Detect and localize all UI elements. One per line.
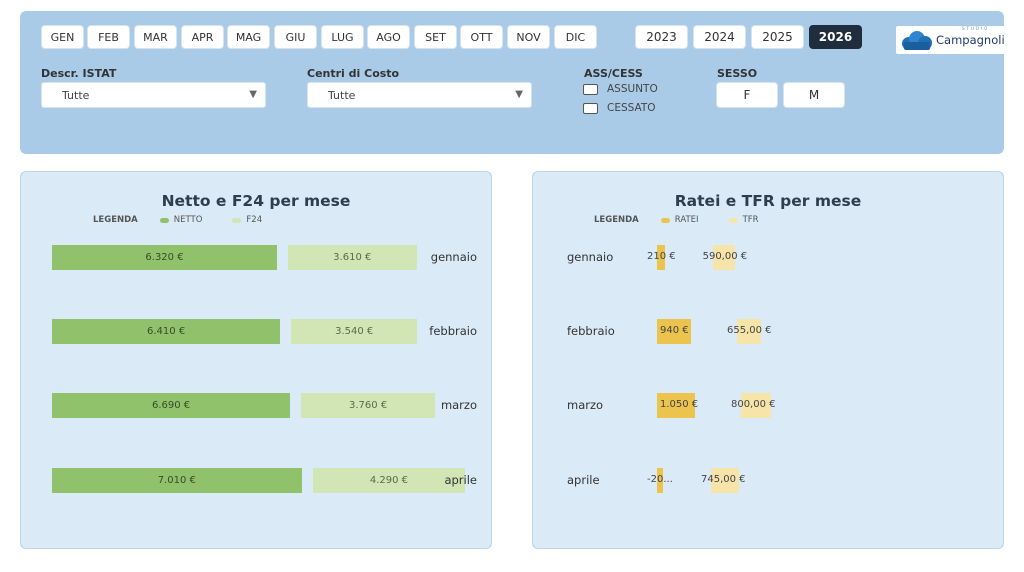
chart-title: Netto e F24 per mese — [161, 192, 351, 210]
bar-ratei-label: 1.050 € — [660, 399, 699, 410]
descr-istat-label: Descr. ISTAT — [41, 67, 117, 80]
legend-label: F24 — [246, 215, 263, 225]
checkbox-cessato[interactable]: CESSATO — [583, 102, 656, 114]
bar-ratei-label: 210 € — [647, 251, 676, 262]
month-button-ott[interactable]: OTT — [460, 25, 503, 49]
year-button-2024[interactable]: 2024 — [693, 25, 746, 49]
legend-swatch — [159, 217, 169, 223]
category-label: gennaio — [567, 250, 614, 264]
category-label: marzo — [567, 398, 604, 412]
category-label: febbraio — [429, 324, 477, 338]
bar-f24[interactable]: 3.760 € — [301, 393, 436, 418]
month-button-mag[interactable]: MAG — [227, 25, 270, 49]
bar-f24[interactable]: 3.610 € — [288, 245, 417, 270]
chart-title: Ratei e TFR per mese — [674, 192, 862, 210]
bar-netto[interactable]: 6.320 € — [52, 245, 277, 270]
descr-istat-value: Tutte — [62, 88, 90, 102]
legend: LEGENDA RATEI TFR — [594, 215, 789, 225]
year-button-2025[interactable]: 2025 — [751, 25, 804, 49]
checkbox-label: CESSATO — [607, 102, 656, 114]
category-label: aprile — [444, 473, 477, 487]
bar-tfr[interactable] — [711, 468, 739, 493]
checkbox-assunto[interactable]: ASSUNTO — [583, 83, 658, 95]
legend-label: RATEI — [674, 215, 699, 225]
centri-costo-label: Centri di Costo — [307, 67, 400, 80]
bar-netto[interactable]: 6.690 € — [52, 393, 291, 418]
bar-tfr-label: 800,00 € — [730, 399, 776, 410]
month-button-nov[interactable]: NOV — [507, 25, 550, 49]
legend-label: NETTO — [173, 215, 203, 225]
month-button-dic[interactable]: DIC — [554, 25, 597, 49]
year-button-2026[interactable]: 2026 — [809, 25, 862, 49]
bar-ratei[interactable] — [657, 245, 665, 270]
sesso-label: SESSO — [717, 67, 758, 80]
chart-panel-netto-f24: Netto e F24 per mese LEGENDA NETTO F24 6… — [20, 171, 492, 549]
chevron-down-icon: ▼ — [515, 89, 523, 100]
bar-tfr-label: 745,00 € — [701, 474, 746, 485]
legend-swatch — [660, 217, 670, 223]
bar-tfr[interactable] — [737, 319, 762, 344]
month-button-feb[interactable]: FEB — [87, 25, 130, 49]
legend-swatch — [232, 217, 242, 223]
checkbox-label: ASSUNTO — [607, 83, 658, 95]
month-button-giu[interactable]: GIU — [274, 25, 317, 49]
month-button-lug[interactable]: LUG — [321, 25, 364, 49]
bar-f24[interactable]: 4.290 € — [312, 468, 466, 493]
legend-swatch — [728, 217, 738, 223]
centri-costo-value: Tutte — [328, 88, 356, 102]
chevron-down-icon: ▼ — [249, 89, 257, 100]
bar-ratei[interactable] — [657, 468, 663, 493]
bar-ratei-label: -20... — [647, 474, 673, 485]
logo: STUDIO Campagnoli — [896, 26, 1006, 54]
checkbox-box[interactable] — [583, 102, 598, 114]
legend-label: TFR — [742, 215, 759, 225]
bar-ratei-label: 940 € — [660, 325, 689, 336]
bar-netto[interactable]: 6.410 € — [52, 319, 281, 344]
centri-costo-dropdown[interactable]: Tutte ▼ — [307, 82, 532, 108]
category-label: marzo — [440, 398, 477, 412]
legend-item-tfr: TFR — [728, 215, 759, 225]
legend-item-f24: F24 — [232, 215, 262, 225]
month-button-apr[interactable]: APR — [181, 25, 224, 49]
category-label: aprile — [567, 473, 600, 487]
category-label: gennaio — [430, 250, 477, 264]
bar-tfr[interactable] — [740, 393, 771, 418]
month-button-gen[interactable]: GEN — [41, 25, 84, 49]
sex-button-f[interactable]: F — [716, 82, 778, 108]
checkbox-box[interactable] — [583, 83, 598, 95]
bar-netto[interactable]: 7.010 € — [52, 468, 302, 493]
month-button-set[interactable]: SET — [414, 25, 457, 49]
bar-tfr-label: 655,00 € — [727, 325, 772, 336]
legend-item-ratei: RATEI — [660, 215, 699, 225]
month-button-mar[interactable]: MAR — [134, 25, 177, 49]
bar-ratei[interactable] — [657, 393, 695, 418]
sex-button-m[interactable]: M — [783, 82, 845, 108]
legend-title: LEGENDA — [93, 215, 138, 225]
legend-item-netto: NETTO — [159, 215, 203, 225]
legend: LEGENDA NETTO F24 — [93, 215, 292, 225]
ass-cess-label: ASS/CESS — [584, 67, 643, 80]
bar-ratei[interactable] — [657, 319, 691, 344]
chart-panel-ratei-tfr: Ratei e TFR per mese LEGENDA RATEI TFR g… — [532, 171, 1004, 549]
logo-text: STUDIO Campagnoli — [936, 26, 1005, 47]
bar-tfr[interactable] — [712, 245, 735, 270]
year-button-2023[interactable]: 2023 — [635, 25, 688, 49]
filter-panel: GEN FEB MAR APR MAG GIU LUG AGO SET OTT NOV DIC 202… — [20, 11, 1006, 154]
bar-tfr-label: 590,00 € — [702, 251, 748, 262]
descr-istat-dropdown[interactable]: Tutte ▼ — [41, 82, 266, 108]
legend-title: LEGENDA — [594, 215, 639, 225]
bar-f24[interactable]: 3.540 € — [291, 319, 418, 344]
cloud-logo-icon — [900, 29, 934, 51]
category-label: febbraio — [567, 324, 615, 338]
month-button-ago[interactable]: AGO — [367, 25, 410, 49]
